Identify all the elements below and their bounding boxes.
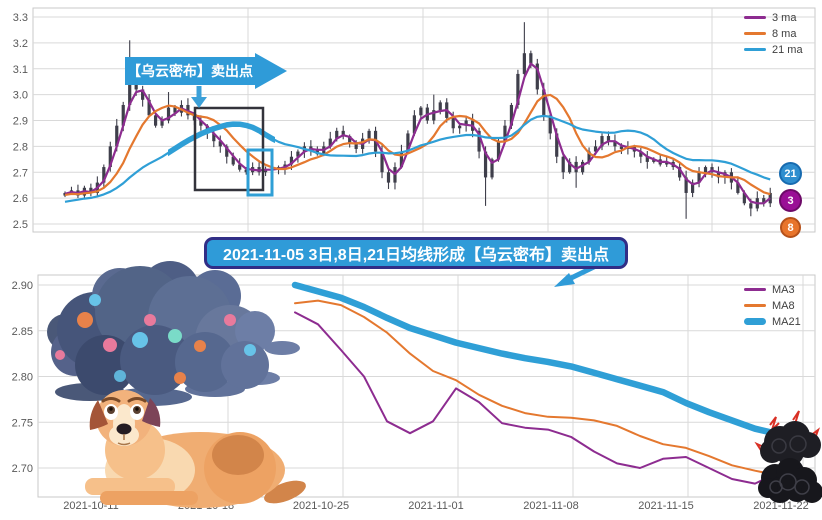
legend-label: MA8 <box>772 299 795 312</box>
ma21-line-swatch <box>744 318 766 325</box>
svg-text:2021-11-01: 2021-11-01 <box>408 500 463 512</box>
21ma-line-swatch <box>744 48 766 51</box>
kline-legend: 3 ma 8 ma 21 ma <box>744 11 803 56</box>
svg-text:2.90: 2.90 <box>12 280 33 292</box>
svg-text:2.8: 2.8 <box>13 141 28 153</box>
sell-point-callout: 【乌云密布】卖出点 <box>125 57 255 85</box>
legend-label: 3 ma <box>772 11 797 24</box>
legend-item-21ma: 21 ma <box>744 43 803 56</box>
svg-text:2.85: 2.85 <box>12 326 33 338</box>
svg-text:2021-10-25: 2021-10-25 <box>293 500 349 512</box>
legend-item-8ma: 8 ma <box>744 27 803 40</box>
dog-illustration <box>85 390 306 508</box>
svg-text:2.70: 2.70 <box>12 463 33 475</box>
legend-label: 8 ma <box>772 27 797 40</box>
storm-cloud-illustration <box>47 261 300 406</box>
ma3-line-swatch <box>744 288 766 291</box>
dark-cloud-illustration <box>754 410 822 503</box>
legend-label: MA21 <box>772 315 801 328</box>
svg-text:2.9: 2.9 <box>13 116 28 128</box>
svg-text:2021-11-08: 2021-11-08 <box>523 500 578 512</box>
ma21-badge: 21 <box>779 162 802 185</box>
legend-label: 21 ma <box>772 43 803 56</box>
3ma-line-swatch <box>744 16 766 19</box>
legend-item-3ma: 3 ma <box>744 11 803 24</box>
sell-zone-box <box>246 148 274 197</box>
sell-signal-banner: 2021-11-05 3日,8日,21日均线形成【乌云密布】卖出点 <box>204 237 628 269</box>
svg-text:2.6: 2.6 <box>13 193 28 205</box>
ma3-badge: 3 <box>779 189 802 212</box>
8ma-line-swatch <box>744 32 766 35</box>
ma8-badge: 8 <box>780 217 801 238</box>
svg-text:3.1: 3.1 <box>13 64 28 76</box>
down-arrow-icon <box>191 97 207 108</box>
svg-text:2.5: 2.5 <box>13 219 28 231</box>
ma-zoom-legend: MA3 MA8 MA21 <box>744 283 801 328</box>
svg-text:2021-11-15: 2021-11-15 <box>638 500 693 512</box>
svg-text:3.2: 3.2 <box>13 38 28 50</box>
legend-item-ma21: MA21 <box>744 315 801 328</box>
callout-arrow-tip <box>255 53 287 89</box>
legend-item-ma3: MA3 <box>744 283 801 296</box>
diagonal-arrow-icon <box>554 273 575 287</box>
svg-text:2.80: 2.80 <box>12 372 33 384</box>
ma8-line-swatch <box>744 304 766 307</box>
svg-text:2.7: 2.7 <box>13 167 28 179</box>
svg-text:3.3: 3.3 <box>13 12 28 24</box>
svg-text:2.75: 2.75 <box>12 417 33 429</box>
svg-text:3.0: 3.0 <box>13 90 28 102</box>
legend-label: MA3 <box>772 283 795 296</box>
kline-chart: 3.3 3.2 3.1 3.0 2.9 2.8 2.7 2.6 2.5 <box>13 7 816 233</box>
legend-item-ma8: MA8 <box>744 299 801 312</box>
svg-text:2021-11-22: 2021-11-22 <box>753 500 808 512</box>
